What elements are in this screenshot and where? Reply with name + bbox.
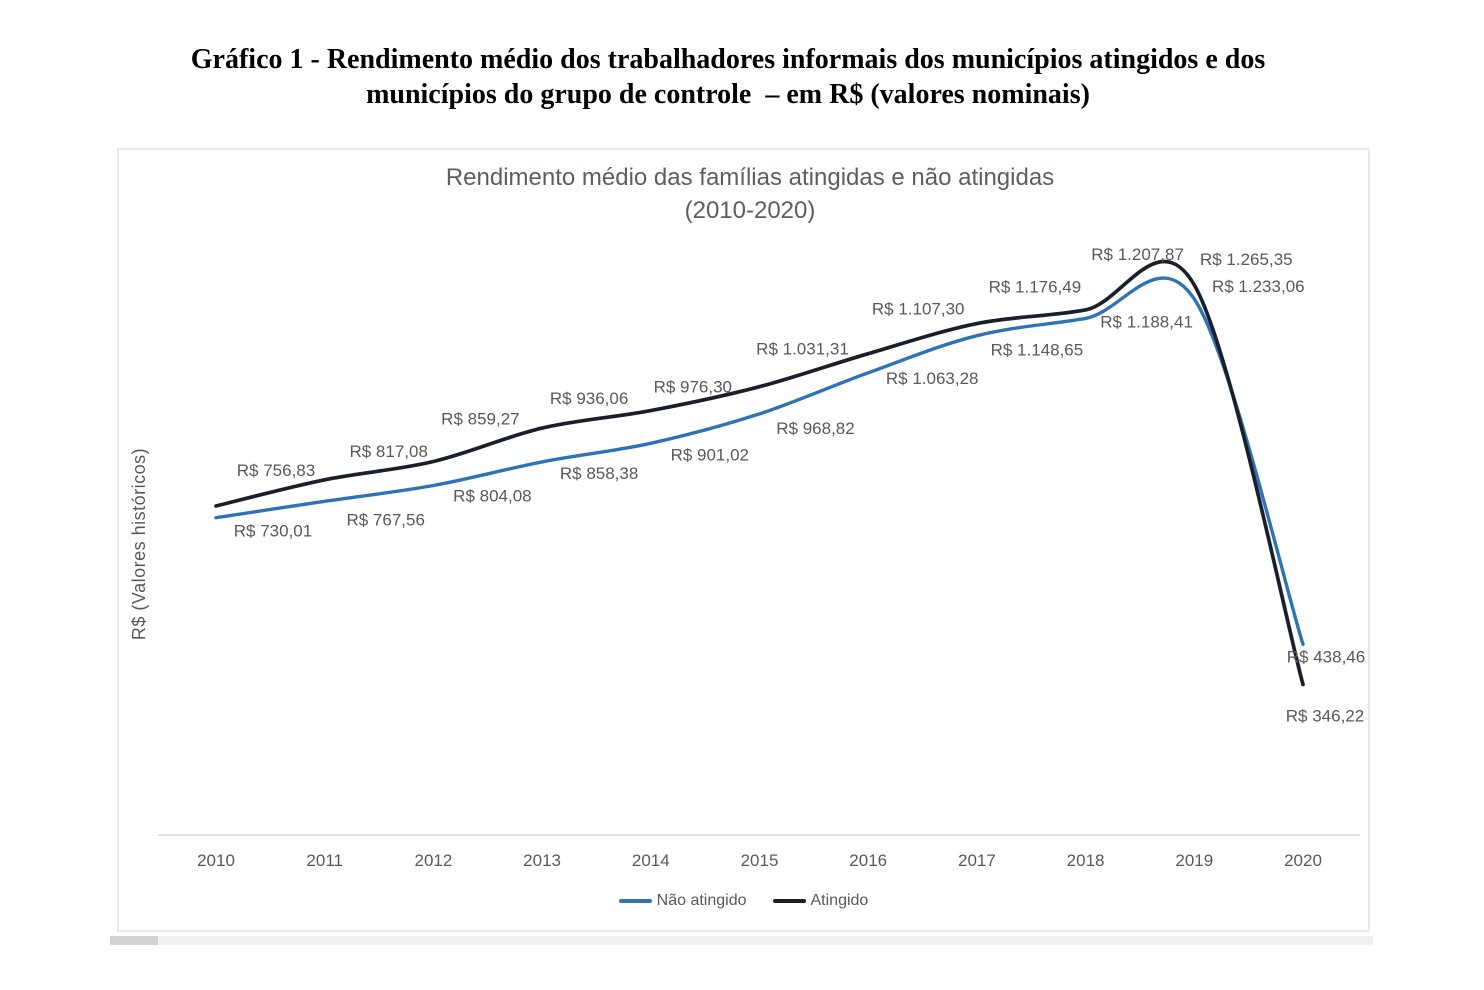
x-tick-label-2016: 2016 xyxy=(849,851,887,870)
legend-line-swatch-atingido xyxy=(772,899,806,903)
chart-legend: Não atingido Atingido xyxy=(119,892,1368,910)
data-label-nao-atingido-2016: R$ 1.063,28 xyxy=(886,369,979,388)
data-label-nao-atingido-2018: R$ 1.188,41 xyxy=(1100,312,1193,331)
data-label-nao-atingido-2020: R$ 438,46 xyxy=(1287,647,1365,666)
x-tick-label-2010: 2010 xyxy=(197,851,235,870)
data-label-atingido-2016: R$ 1.107,30 xyxy=(872,300,965,319)
data-label-atingido-2013: R$ 936,06 xyxy=(550,389,628,408)
data-label-atingido-2017: R$ 1.176,49 xyxy=(989,278,1082,297)
data-label-nao-atingido-2012: R$ 804,08 xyxy=(453,487,531,506)
legend-label-nao-atingido: Não atingido xyxy=(656,892,747,909)
legend-item-nao-atingido: Não atingido xyxy=(618,892,747,910)
legend-label-atingido: Atingido xyxy=(810,892,869,909)
data-label-atingido-2015: R$ 1.031,31 xyxy=(756,340,849,359)
x-tick-label-2015: 2015 xyxy=(741,851,779,870)
data-label-nao-atingido-2017: R$ 1.148,65 xyxy=(991,341,1084,360)
data-label-atingido-2019: R$ 1.265,35 xyxy=(1200,250,1293,269)
series-line-nao-atingido xyxy=(214,276,1305,647)
data-label-nao-atingido-2013: R$ 858,38 xyxy=(560,464,638,483)
data-label-nao-atingido-2010: R$ 730,01 xyxy=(234,522,312,541)
chart-title: Rendimento médio das famílias atingidas … xyxy=(446,164,1054,191)
x-tick-label-2017: 2017 xyxy=(958,851,996,870)
x-tick-label-2012: 2012 xyxy=(414,851,452,870)
x-tick-label-2011: 2011 xyxy=(306,851,343,870)
data-label-atingido-2020: R$ 346,22 xyxy=(1286,707,1364,726)
figure-caption-line2: municípios do grupo de controle – em R$ … xyxy=(366,79,1090,110)
series-line-atingido xyxy=(214,259,1305,687)
figure-caption: Gráfico 1 - Rendimento médio dos trabalh… xyxy=(0,42,1456,112)
data-label-nao-atingido-2015: R$ 968,82 xyxy=(776,419,854,438)
x-tick-label-2018: 2018 xyxy=(1067,851,1105,870)
chart-subtitle: (2010-2020) xyxy=(685,197,816,224)
legend-item-atingido: Atingido xyxy=(772,892,869,910)
y-axis-title: R$ (Valores históricos) xyxy=(129,448,149,640)
data-label-atingido-2011: R$ 817,08 xyxy=(349,442,427,461)
x-tick-label-2020: 2020 xyxy=(1284,851,1322,870)
x-tick-label-2019: 2019 xyxy=(1175,851,1213,870)
x-tick-label-2013: 2013 xyxy=(523,851,561,870)
plot-area: 2010 2011 2012 2013 2014 2015 2016 2017 2018 2019… xyxy=(158,245,1365,870)
x-tick-label-2014: 2014 xyxy=(632,851,670,870)
data-label-nao-atingido-2014: R$ 901,02 xyxy=(671,445,749,464)
chart-frame: Rendimento médio das famílias atingidas … xyxy=(117,148,1370,932)
data-label-atingido-2014: R$ 976,30 xyxy=(654,378,732,397)
data-label-atingido-2018: R$ 1.207,87 xyxy=(1091,245,1184,264)
line-chart: Rendimento médio das famílias atingidas … xyxy=(129,164,1365,870)
legend-line-swatch-nao-atingido xyxy=(618,899,652,903)
data-label-atingido-2012: R$ 859,27 xyxy=(441,410,519,429)
data-label-nao-atingido-2011: R$ 767,56 xyxy=(346,510,424,529)
data-label-nao-atingido-2019: R$ 1.233,06 xyxy=(1212,277,1305,296)
horizontal-scrollbar-thumb[interactable] xyxy=(110,936,158,945)
figure-caption-line1: Gráfico 1 - Rendimento médio dos trabalh… xyxy=(190,44,1266,75)
data-label-atingido-2010: R$ 756,83 xyxy=(237,461,315,480)
horizontal-scrollbar-track[interactable] xyxy=(110,936,1373,945)
